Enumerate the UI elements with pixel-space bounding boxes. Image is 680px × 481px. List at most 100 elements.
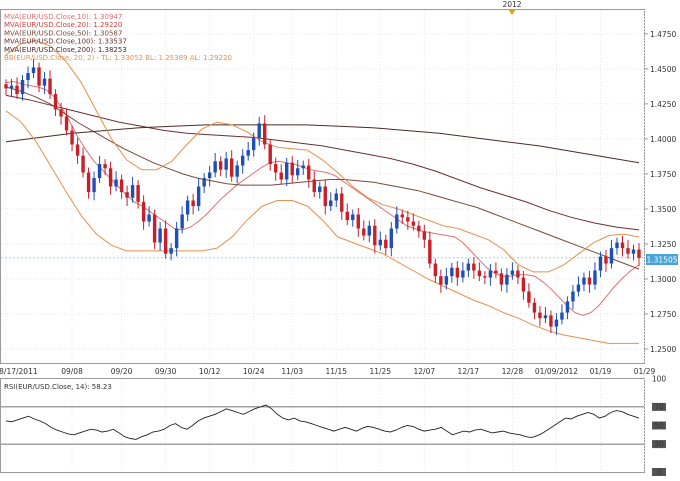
candle-body xyxy=(312,179,316,193)
candle-body xyxy=(593,270,597,285)
candle-body xyxy=(53,94,58,110)
candle-body xyxy=(521,277,526,292)
candle-body xyxy=(119,179,124,193)
rsi-tick-box xyxy=(652,421,666,430)
price-tick-label: 1.3000 xyxy=(650,275,676,284)
candle-body xyxy=(59,109,63,117)
price-tick-label: 1.2750 xyxy=(650,310,676,319)
candle-body xyxy=(417,225,421,232)
price-tick-label: 1.3750 xyxy=(650,170,676,179)
candles xyxy=(4,59,641,335)
candle-body xyxy=(37,67,41,86)
candle-body xyxy=(31,67,36,74)
rsi-label: RSI(EUR/USD.Close, 14): 58.23 xyxy=(4,383,112,391)
candle-body xyxy=(136,185,140,202)
candle-body xyxy=(543,315,548,319)
candle-body xyxy=(631,249,636,254)
candle-body xyxy=(549,315,553,327)
time-tick-label: 10/24 xyxy=(243,367,265,376)
candle-body xyxy=(42,78,47,86)
price-tick-label: 1.4000 xyxy=(650,135,676,144)
time-tick-label: 12/28 xyxy=(502,367,524,376)
candle-body xyxy=(472,263,476,271)
candle-body xyxy=(340,193,344,212)
candle-body xyxy=(598,256,603,271)
candle-body xyxy=(367,225,371,236)
candle-body xyxy=(218,161,223,170)
candle-body xyxy=(169,248,173,254)
candle-body xyxy=(488,270,493,278)
candle-body xyxy=(439,276,443,285)
time-tick-label: 11/15 xyxy=(325,367,347,376)
candle-body xyxy=(114,179,118,187)
candle-body xyxy=(185,200,190,215)
rsi-tick-label: 70 xyxy=(654,402,664,411)
candle-body xyxy=(4,84,8,89)
candle-body xyxy=(637,249,641,258)
candle-body xyxy=(251,137,256,151)
legend: MVA(EUR/USD.Close,10): 1.30947MVA(EUR/US… xyxy=(4,13,232,62)
series-line-bb_bottom xyxy=(5,110,639,344)
top-year-label: 2012 xyxy=(502,0,521,9)
candle-body xyxy=(290,162,294,176)
candle-body xyxy=(86,172,91,193)
candle-body xyxy=(378,239,383,246)
candle-body xyxy=(587,277,592,285)
candle-body xyxy=(318,186,322,193)
candle-body xyxy=(582,277,586,285)
candle-body xyxy=(384,239,388,249)
candle-body xyxy=(334,193,338,201)
candle-body xyxy=(103,164,107,169)
candle-body xyxy=(48,78,52,95)
rsi-panel xyxy=(0,378,645,473)
candle-body xyxy=(626,248,630,254)
legend-entry: MVA(EUR/USD.Close,200): 1.38253 xyxy=(4,46,127,54)
candle-body xyxy=(81,155,85,173)
candle-body xyxy=(505,274,509,285)
candle-body xyxy=(400,214,405,218)
price-tick-label: 1.4750 xyxy=(650,30,676,39)
candle-body xyxy=(483,276,487,278)
candle-body xyxy=(9,85,14,89)
legend-entry: MVA(EUR/USD.Close,100): 1.33537 xyxy=(4,38,127,46)
candle-body xyxy=(444,276,449,285)
candle-body xyxy=(422,231,427,240)
candle-body xyxy=(466,263,471,271)
candle-body xyxy=(285,162,289,180)
candle-body xyxy=(395,214,399,229)
candle-body xyxy=(450,267,454,277)
candle-body xyxy=(202,178,206,187)
candle-body xyxy=(411,221,416,226)
candle-body xyxy=(268,144,272,165)
candle-body xyxy=(620,242,625,249)
rsi-line xyxy=(5,404,640,440)
rsi-tick-label: 100 xyxy=(652,375,667,384)
price-tick-label: 1.4250 xyxy=(650,100,676,109)
candle-body xyxy=(323,186,327,207)
current-price-label: 1.31505 xyxy=(646,256,677,265)
time-tick-label: 11/25 xyxy=(369,367,391,376)
candle-body xyxy=(307,165,311,180)
candle-body xyxy=(554,319,559,327)
candle-body xyxy=(92,178,96,193)
candle-body xyxy=(125,192,129,198)
price-tick-label: 1.3500 xyxy=(650,205,676,214)
candle-body xyxy=(262,123,267,145)
candle-body xyxy=(64,116,69,131)
price-tick-label: 1.4500 xyxy=(650,65,676,74)
candle-body xyxy=(147,214,151,222)
candle-body xyxy=(356,214,360,229)
candle-body xyxy=(224,158,228,170)
candle-body xyxy=(279,172,283,180)
candle-body xyxy=(406,217,410,222)
time-tick-label: 09/30 xyxy=(155,367,177,376)
candle-body xyxy=(604,256,608,264)
rsi-tick-box xyxy=(652,440,666,449)
candle-body xyxy=(301,165,305,169)
rsi-tick-label: 30 xyxy=(654,440,664,449)
candle-body xyxy=(576,284,581,292)
candle-body xyxy=(158,228,162,243)
candle-body xyxy=(296,168,300,176)
candle-body xyxy=(565,301,570,313)
